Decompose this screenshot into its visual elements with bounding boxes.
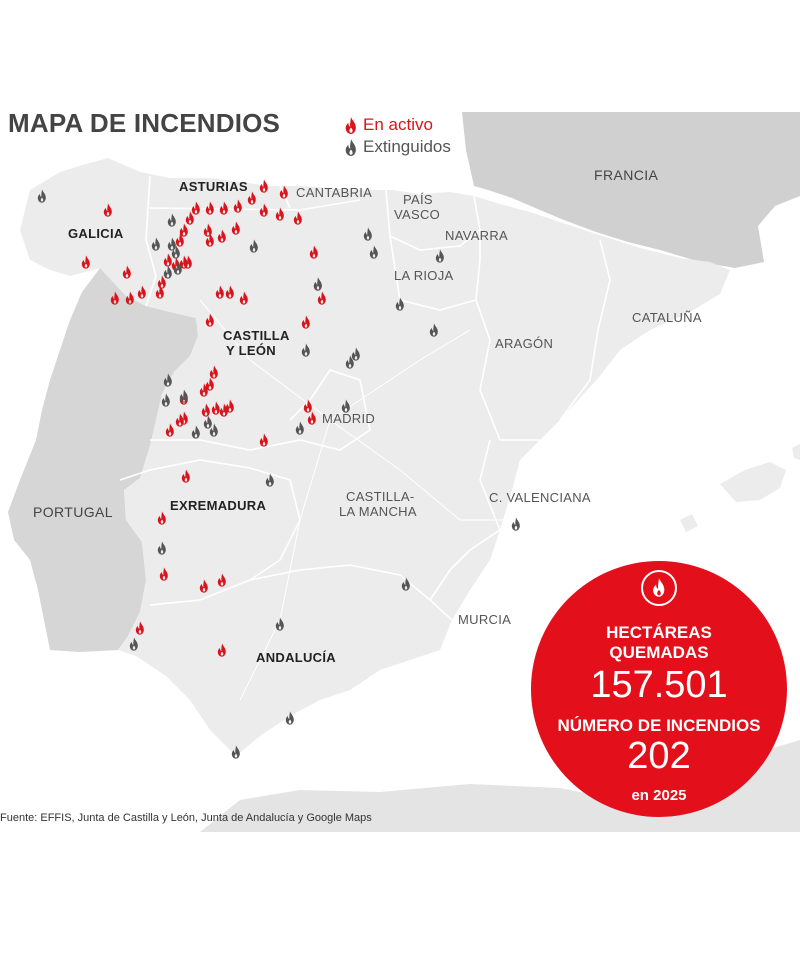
label-valenciana: C. VALENCIANA [489, 490, 591, 505]
label-extremadura: EXREMADURA [170, 498, 266, 513]
hectares-label-line1: HECTÁREAS [606, 623, 712, 642]
label-la-rioja: LA RIOJA [394, 268, 454, 283]
label-cataluna: CATALUÑA [632, 310, 702, 325]
fire-badge-icon [641, 570, 677, 606]
label-castilla-leon-1: CASTILLA [223, 328, 290, 343]
label-france: FRANCIA [594, 167, 659, 183]
label-galicia: GALICIA [68, 226, 124, 241]
label-murcia: MURCIA [458, 612, 511, 627]
roads [199, 299, 520, 701]
legend-active-label: En activo [363, 115, 433, 134]
legend-active-row: En activo [344, 114, 451, 136]
flame-icon-red [344, 117, 358, 134]
label-castilla-mancha-1: CASTILLA- [346, 489, 414, 504]
fires-count-label: NÚMERO DE INCENDIOS [557, 716, 761, 735]
label-castilla-leon-2: Y LEÓN [226, 343, 276, 358]
label-andalucia: ANDALUCÍA [256, 650, 336, 665]
spain-territory [20, 158, 730, 756]
label-portugal: PORTUGAL [33, 504, 113, 520]
legend-extinguished-label: Extinguidos [363, 137, 451, 156]
label-castilla-mancha-2: LA MANCHA [339, 504, 417, 519]
balearic-islands [720, 462, 786, 502]
label-pais-vasco-1: PAÍS [403, 192, 433, 207]
france-territory [462, 112, 800, 268]
ibiza-island [680, 514, 698, 532]
legend: En activo Extinguidos [344, 114, 451, 158]
flame-icon-grey [344, 139, 358, 156]
portugal-territory [8, 268, 198, 652]
stats-circle: HECTÁREAS QUEMADAS 157.501 NÚMERO DE INC… [531, 561, 787, 817]
regional-borders [119, 159, 611, 621]
label-navarra: NAVARRA [445, 228, 508, 243]
legend-extinguished-row: Extinguidos [344, 136, 451, 158]
map-title: MAPA DE INCENDIOS [8, 108, 281, 138]
menorca-island [792, 444, 800, 460]
label-asturias: ASTURIAS [179, 179, 248, 194]
fires-count-value: 202 [627, 735, 691, 777]
label-aragon: ARAGÓN [495, 336, 553, 351]
hectares-value: 157.501 [590, 664, 728, 706]
label-madrid: MADRID [322, 411, 375, 426]
source-note: Fuente: EFFIS, Junta de Castilla y León,… [0, 812, 372, 824]
label-pais-vasco-2: VASCO [394, 207, 440, 222]
hectares-label-line2: QUEMADAS [609, 643, 709, 662]
year-label: en 2025 [631, 787, 687, 804]
label-cantabria: CANTABRIA [296, 185, 372, 200]
